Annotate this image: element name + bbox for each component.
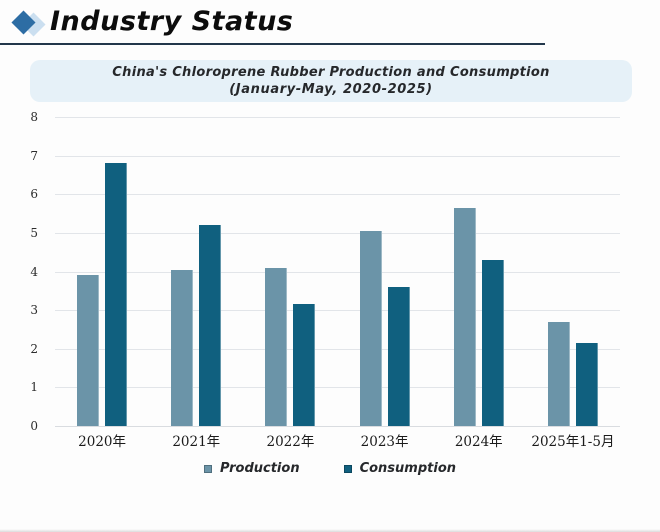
gridline-2 — [55, 348, 620, 350]
bar-consumption-1 — [199, 225, 222, 426]
y-tick-label-5: 5 — [30, 225, 38, 240]
x-tick-label-5: 2025年1-5月 — [531, 434, 615, 450]
bar-consumption-0 — [105, 163, 128, 426]
x-tick-label-1: 2021年 — [172, 434, 221, 450]
page-bottom-edge — [0, 529, 660, 532]
y-tick-label-6: 6 — [30, 187, 38, 202]
y-tick-label-7: 7 — [30, 148, 38, 163]
y-tick-label-2: 2 — [30, 341, 38, 356]
x-tick-label-4: 2024年 — [454, 434, 503, 450]
chart-title-band: China's Chloroprene Rubber Production an… — [30, 60, 632, 102]
bar-production-3 — [359, 230, 382, 426]
legend-label-production: Production — [219, 461, 300, 476]
gridline-4 — [55, 271, 620, 273]
bar-production-4 — [453, 207, 476, 426]
legend-item-consumption: Consumption — [343, 461, 457, 476]
y-tick-label-0: 0 — [30, 419, 38, 433]
legend-item-production: Production — [203, 461, 300, 476]
legend-label-consumption: Consumption — [359, 461, 457, 476]
gridline-0 — [55, 426, 620, 427]
x-axis: 2020年 2021年 2022年 2023年 2024年 2025年1-5月 — [0, 430, 660, 450]
bar-consumption-2 — [293, 304, 316, 426]
y-axis: 0 1 2 3 4 5 6 7 8 — [0, 110, 46, 433]
gridline-1 — [55, 387, 620, 389]
bar-production-2 — [265, 267, 288, 426]
bar-production-0 — [77, 275, 100, 426]
bar-consumption-3 — [387, 286, 410, 426]
y-tick-label-4: 4 — [30, 264, 38, 279]
consumption-swatch — [343, 464, 352, 473]
production-swatch — [203, 464, 212, 473]
gridline-8 — [55, 117, 620, 118]
y-tick-label-3: 3 — [30, 303, 38, 318]
gridline-5 — [55, 232, 620, 234]
chart-title-line1: China's Chloroprene Rubber Production an… — [112, 65, 550, 80]
gridline-7 — [55, 155, 620, 157]
chart-title-line2: (January-May, 2020-2025) — [229, 82, 433, 97]
page-title: Industry Status — [50, 6, 294, 37]
gridline-6 — [55, 194, 620, 196]
legend: Production Consumption — [0, 461, 660, 476]
x-tick-label-0: 2020年 — [78, 434, 127, 450]
y-tick-label-1: 1 — [30, 380, 38, 395]
y-tick-label-8: 8 — [30, 110, 38, 124]
bar-production-1 — [171, 269, 194, 426]
bar-production-5 — [547, 321, 570, 426]
diamond-icon — [11, 10, 50, 40]
bar-consumption-4 — [481, 259, 504, 426]
bar-consumption-5 — [575, 342, 598, 426]
plot-area — [55, 117, 620, 427]
x-tick-label-3: 2023年 — [360, 434, 409, 450]
header-underline — [0, 43, 545, 45]
x-tick-label-2: 2022年 — [266, 434, 315, 450]
gridline-3 — [55, 310, 620, 312]
